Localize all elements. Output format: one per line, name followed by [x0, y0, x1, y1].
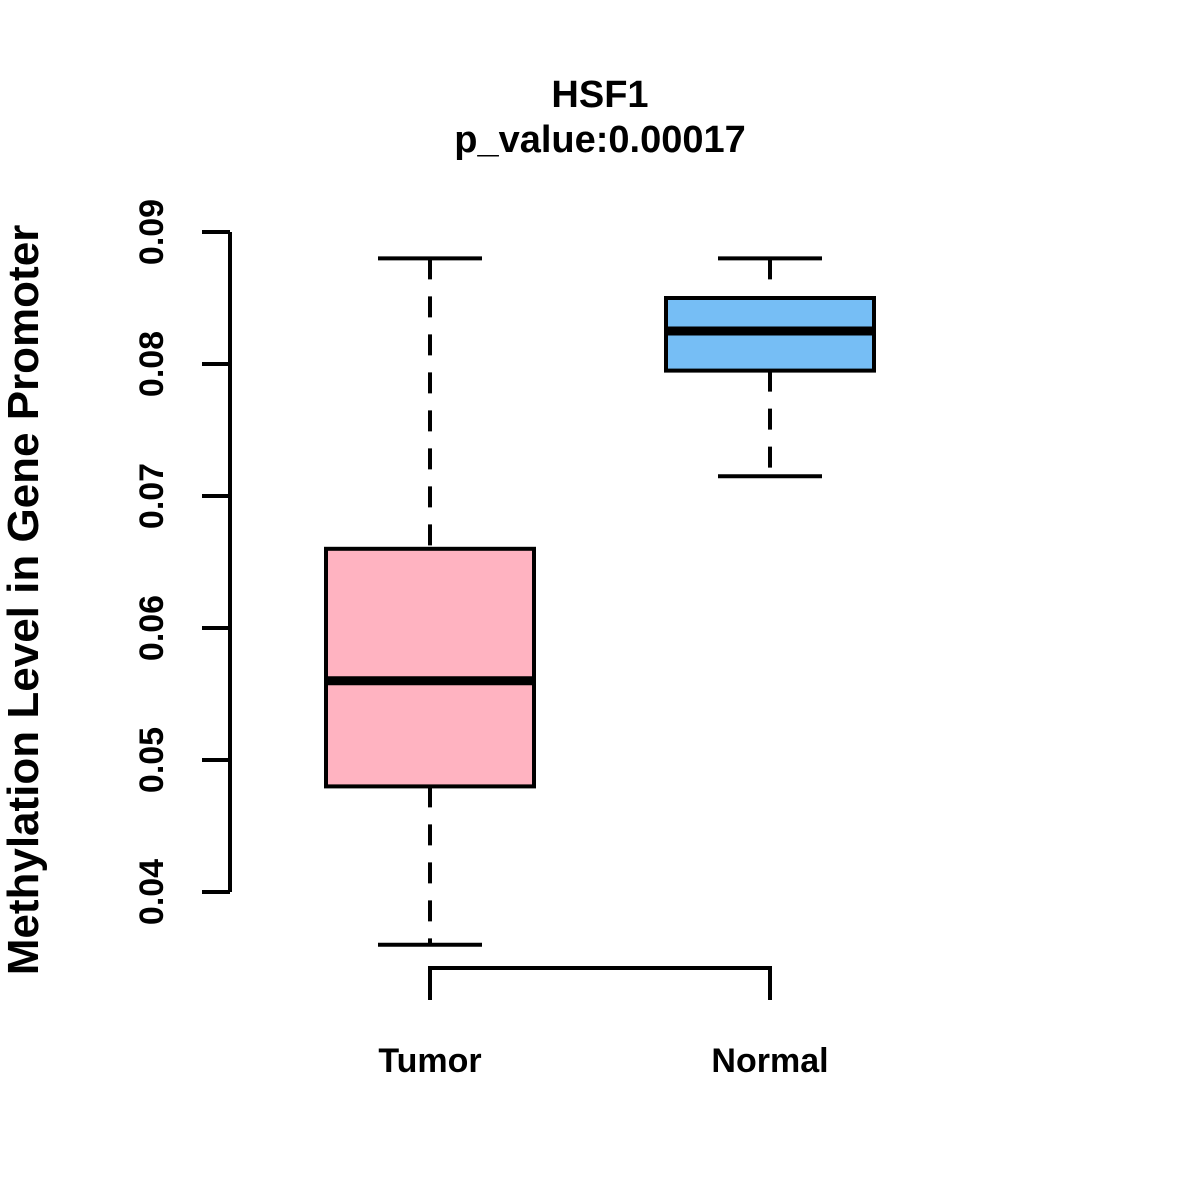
y-tick-label: 0.06: [133, 595, 171, 661]
x-category-label: Normal: [711, 1042, 828, 1080]
y-axis-title: Methylation Level in Gene Promoter: [0, 225, 48, 976]
y-tick-label: 0.04: [133, 859, 171, 925]
x-axis-bracket: [428, 966, 772, 1000]
y-tick-label: 0.05: [133, 727, 171, 793]
box-group-normal: [664, 256, 876, 479]
chart-subtitle: p_value:0.00017: [454, 119, 746, 161]
box-rect: [324, 546, 536, 789]
plot-area: 0.04 0.05 0.06 0.07 0.08 0.09 Tumor Normal: [133, 199, 876, 1080]
box-group-tumor: [324, 256, 536, 947]
x-category-label: Tumor: [378, 1042, 481, 1080]
y-tick-label: 0.08: [133, 331, 171, 397]
y-tick-label: 0.07: [133, 463, 171, 529]
y-tick-label: 0.09: [133, 199, 171, 265]
chart-title: HSF1: [551, 74, 648, 116]
